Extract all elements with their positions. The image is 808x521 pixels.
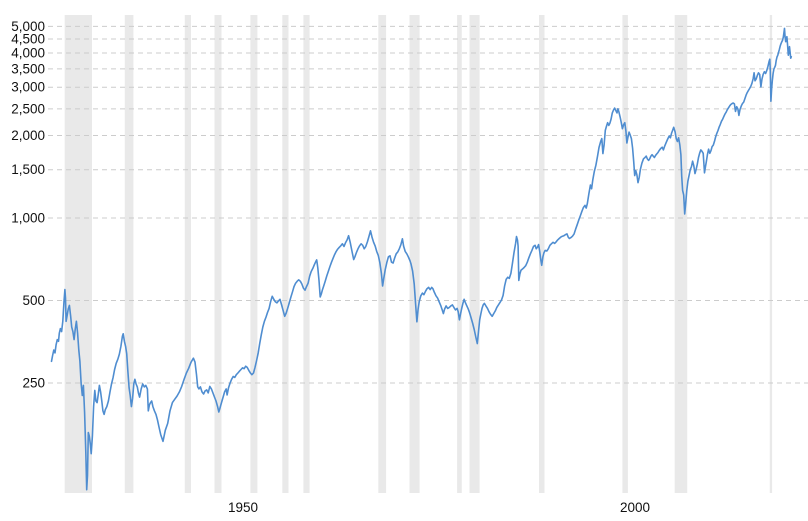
recession-band [378,15,387,493]
recession-band [469,15,480,493]
gridlines [48,25,808,384]
y-tick-label: 2,500 [11,101,45,116]
y-tick-label: 3,000 [11,80,45,95]
recession-band [622,15,628,493]
y-tick-label: 3,500 [11,61,45,76]
y-tick-label: 2,000 [11,128,45,143]
y-tick-label: 1,500 [11,162,45,177]
x-tick-label: 1950 [228,500,258,515]
recession-band [303,15,310,493]
recession-bands [64,15,773,493]
y-tick-label: 500 [22,293,45,308]
recession-band [214,15,222,493]
x-tick-labels: 1950 2000 [228,500,650,515]
recession-band [674,15,688,493]
y-tick-label: 1,000 [11,211,45,226]
recession-band [769,15,773,493]
y-tick-label: 4,000 [11,46,45,61]
recession-band [124,15,134,493]
recession-band [409,15,420,493]
y-tick-label: 4,500 [11,32,45,47]
y-tick-label: 5,000 [11,19,45,34]
x-tick-label: 2000 [620,500,650,515]
recession-band [539,15,545,493]
recession-band [250,15,258,493]
recession-band [64,15,92,493]
price-line [50,27,793,491]
recession-band [457,15,462,493]
recession-band [282,15,289,493]
y-tick-label: 250 [22,376,45,391]
recession-band [184,15,191,493]
